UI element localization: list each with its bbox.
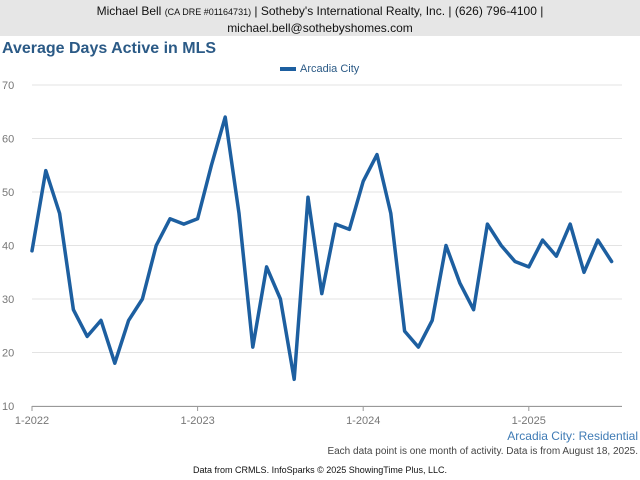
agent-header: Michael Bell (CA DRE #01164731) | Sotheb… xyxy=(0,0,640,36)
data-point xyxy=(265,265,268,269)
data-point xyxy=(72,308,75,311)
data-point xyxy=(127,319,130,322)
data-point xyxy=(389,212,392,215)
data-point xyxy=(306,196,310,199)
data-point xyxy=(513,260,517,263)
data-point xyxy=(500,244,503,247)
agent-license: (CA DRE #01164731) xyxy=(164,7,252,17)
data-point xyxy=(224,115,227,119)
x-tick-label: 1-2023 xyxy=(180,415,214,427)
data-point xyxy=(141,297,144,301)
y-tick-label: 50 xyxy=(2,187,14,199)
data-point xyxy=(486,222,489,226)
agent-name: Michael Bell xyxy=(96,4,162,18)
agent-info-line1: Michael Bell (CA DRE #01164731) | Sotheb… xyxy=(0,3,640,20)
data-point xyxy=(44,169,47,172)
data-point xyxy=(168,217,172,220)
y-tick-label: 10 xyxy=(2,401,14,413)
legend-label: Arcadia City xyxy=(300,63,360,75)
data-point xyxy=(431,319,434,322)
data-point xyxy=(30,249,34,253)
data-point xyxy=(527,265,530,269)
data-point xyxy=(375,153,379,156)
data-point xyxy=(99,319,103,322)
agent-company-phone: | Sotheby's International Realty, Inc. |… xyxy=(254,4,544,18)
y-tick-label: 60 xyxy=(2,134,14,146)
chart-legend: Arcadia City xyxy=(280,63,359,75)
series-line xyxy=(30,115,614,382)
x-tick-label: 1-2024 xyxy=(346,415,380,427)
data-point xyxy=(320,292,323,295)
data-point xyxy=(86,335,89,338)
data-note: Each data point is one month of activity… xyxy=(327,446,638,457)
data-point xyxy=(237,212,241,215)
x-tick-label: 1-2022 xyxy=(15,415,49,427)
data-point xyxy=(362,180,365,183)
y-tick-label: 30 xyxy=(2,294,14,306)
data-point xyxy=(58,212,61,215)
data-point xyxy=(541,238,544,242)
data-point xyxy=(582,271,586,274)
legend-swatch xyxy=(280,67,296,71)
y-tick-label: 20 xyxy=(2,348,14,360)
data-point xyxy=(279,297,282,301)
data-point xyxy=(403,329,406,333)
data-point xyxy=(596,238,599,242)
agent-email: michael.bell@sothebyshomes.com xyxy=(227,21,413,35)
data-point xyxy=(182,222,185,226)
data-point xyxy=(417,345,420,349)
data-point xyxy=(113,362,117,365)
series-caption: Arcadia City: Residential xyxy=(507,429,638,443)
y-tick-label: 40 xyxy=(2,241,14,253)
y-tick-label: 70 xyxy=(2,80,14,92)
data-point xyxy=(210,164,213,167)
x-tick-label: 1-2025 xyxy=(512,415,546,427)
data-point xyxy=(555,255,558,258)
data-point xyxy=(251,345,254,349)
data-point xyxy=(196,217,199,220)
data-point xyxy=(472,308,475,311)
data-point xyxy=(334,222,337,226)
data-point xyxy=(458,281,461,285)
data-source-footer: Data from CRMLS. InfoSparks © 2025 Showi… xyxy=(193,465,447,475)
chart-title: Average Days Active in MLS xyxy=(2,40,217,57)
data-point xyxy=(444,244,448,247)
data-point xyxy=(293,378,296,381)
data-point xyxy=(569,222,572,226)
data-point xyxy=(610,260,613,263)
data-point xyxy=(155,244,158,247)
data-point xyxy=(348,228,351,231)
